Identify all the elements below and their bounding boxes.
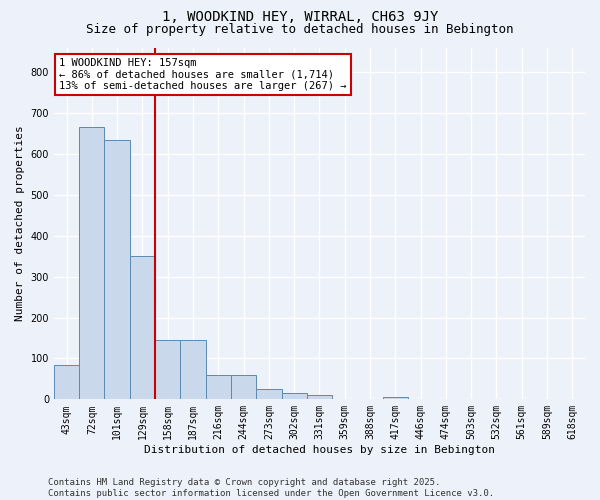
Bar [281, 393, 307, 400]
Text: Contains HM Land Registry data © Crown copyright and database right 2025.
Contai: Contains HM Land Registry data © Crown c… [48, 478, 494, 498]
X-axis label: Distribution of detached houses by size in Bebington: Distribution of detached houses by size … [144, 445, 495, 455]
Bar [79, 128, 104, 400]
Bar [181, 340, 206, 400]
Bar [54, 366, 79, 400]
Bar [256, 389, 281, 400]
Text: 1 WOODKIND HEY: 157sqm
← 86% of detached houses are smaller (1,714)
13% of semi-: 1 WOODKIND HEY: 157sqm ← 86% of detached… [59, 58, 347, 92]
Bar [206, 375, 231, 400]
Bar [130, 256, 155, 400]
Bar [155, 340, 181, 400]
Bar [104, 140, 130, 400]
Bar [307, 395, 332, 400]
Bar [231, 375, 256, 400]
Text: 1, WOODKIND HEY, WIRRAL, CH63 9JY: 1, WOODKIND HEY, WIRRAL, CH63 9JY [162, 10, 438, 24]
Y-axis label: Number of detached properties: Number of detached properties [15, 126, 25, 322]
Text: Size of property relative to detached houses in Bebington: Size of property relative to detached ho… [86, 22, 514, 36]
Bar [383, 398, 408, 400]
